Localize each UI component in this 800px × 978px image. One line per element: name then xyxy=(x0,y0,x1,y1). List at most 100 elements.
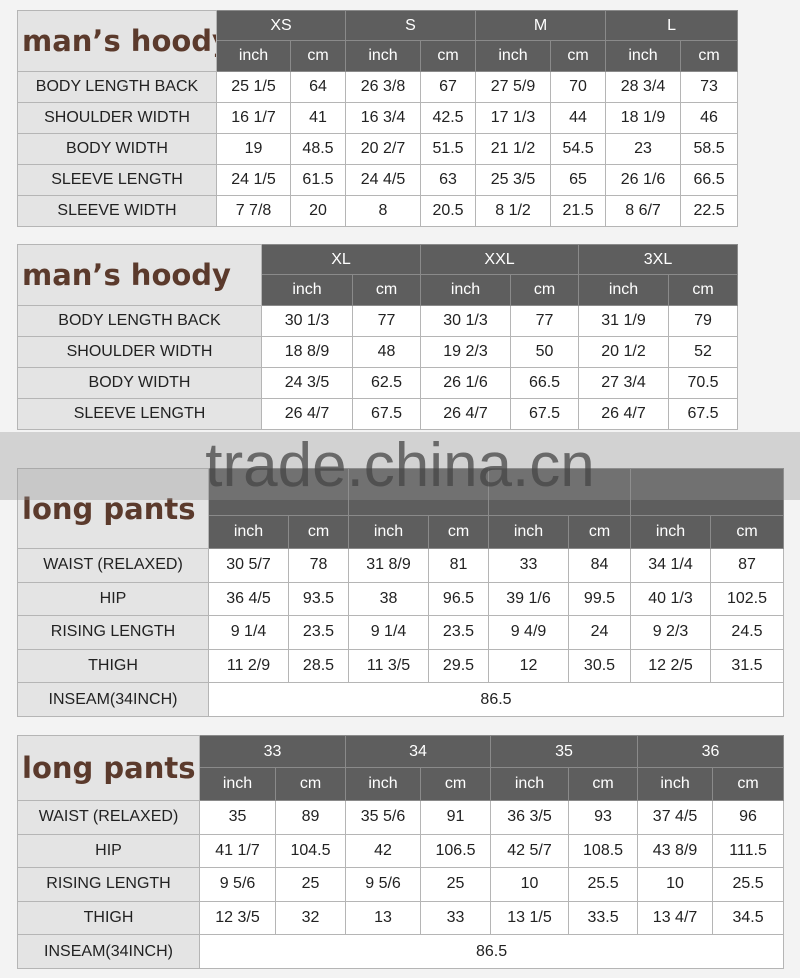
size-row: long pants 33 34 35 36 xyxy=(17,735,785,801)
cell: 13 4/7 xyxy=(637,900,714,936)
cell: 23.5 xyxy=(288,615,349,650)
cell: 106.5 xyxy=(420,833,492,869)
cell: 30 1/3 xyxy=(261,305,353,337)
cell: 18 1/9 xyxy=(605,102,682,134)
unit-header: inch xyxy=(637,767,714,801)
cell: 24 xyxy=(568,615,631,650)
cell: 8 xyxy=(345,195,421,227)
cell: 26 4/7 xyxy=(578,398,670,430)
cell: 40 1/3 xyxy=(630,581,711,617)
size-header: 33 xyxy=(198,735,347,768)
size-header: 3XL xyxy=(578,244,739,275)
cell: 23.5 xyxy=(428,615,489,650)
cell: 12 3/5 xyxy=(199,900,276,936)
cell: 8 6/7 xyxy=(605,195,682,227)
cell: 33 xyxy=(488,548,569,583)
cell: 41 1/7 xyxy=(199,833,276,869)
size-header: S xyxy=(344,10,477,41)
data-row: RISING LENGTH 9 1/4 23.5 9 1/4 23.5 9 4/9 24 9 … xyxy=(17,615,784,650)
cell: 67.5 xyxy=(510,398,580,430)
cell: 38 xyxy=(348,581,429,617)
unit-header: inch xyxy=(208,515,289,549)
cell: 20 2/7 xyxy=(345,133,421,165)
cell: 10 xyxy=(637,867,714,902)
size-header xyxy=(208,468,349,516)
cell: 26 3/8 xyxy=(345,71,421,103)
cell: 79 xyxy=(668,305,739,337)
unit-header: inch xyxy=(345,40,421,72)
cell: 8 1/2 xyxy=(475,195,552,227)
cell: 35 5/6 xyxy=(345,800,422,835)
cell: 13 1/5 xyxy=(490,900,570,936)
cell: 34.5 xyxy=(712,900,785,936)
unit-header: inch xyxy=(488,515,569,549)
cell: 108.5 xyxy=(568,833,639,869)
cell: 104.5 xyxy=(274,833,347,869)
cell: 9 5/6 xyxy=(199,867,276,902)
data-row: SHOULDER WIDTH 16 1/7 41 16 3/4 42.5 17 1/3 44… xyxy=(17,102,739,134)
data-row: INSEAM(34INCH) 86.5 xyxy=(17,934,785,969)
cell: 24 1/5 xyxy=(216,164,291,196)
cell: 42 5/7 xyxy=(490,833,570,869)
cell: 20 1/2 xyxy=(578,336,670,368)
row-label: THIGH xyxy=(17,648,209,684)
table-title: long pants xyxy=(17,468,209,549)
cell: 67.5 xyxy=(351,398,422,430)
cell: 93.5 xyxy=(288,581,349,617)
cell: 66.5 xyxy=(510,367,580,399)
cell: 77 xyxy=(510,305,580,337)
cell: 20.5 xyxy=(419,195,477,227)
row-label: RISING LENGTH xyxy=(17,867,200,902)
data-row: BODY WIDTH 24 3/5 62.5 26 1/6 66.5 27 3/4 70.5 xyxy=(17,367,739,399)
unit-header: inch xyxy=(420,274,512,306)
row-label: BODY LENGTH BACK xyxy=(17,71,217,103)
data-row: SLEEVE LENGTH 24 1/5 61.5 24 4/5 63 25 3/5 65 2… xyxy=(17,164,739,196)
unit-header: inch xyxy=(630,515,711,549)
cell: 66.5 xyxy=(680,164,739,196)
cell: 63 xyxy=(419,164,477,196)
unit-header: cm xyxy=(712,767,785,801)
size-table: long pants 33 34 35 36 inch cm inch cm inch cm inch… xyxy=(17,735,785,969)
row-label: HIP xyxy=(17,833,200,869)
cell: 37 4/5 xyxy=(637,800,714,835)
cell: 34 1/4 xyxy=(630,548,711,583)
row-label: SLEEVE LENGTH xyxy=(17,398,262,430)
cell: 27 3/4 xyxy=(578,367,670,399)
row-label: BODY WIDTH xyxy=(17,133,217,165)
data-row: THIGH 12 3/5 32 13 33 13 1/5 33.5 13 4/7 34.5 xyxy=(17,900,785,936)
cell: 48.5 xyxy=(290,133,346,165)
size-header: M xyxy=(475,10,607,41)
cell: 25.5 xyxy=(568,867,639,902)
cell: 26 4/7 xyxy=(420,398,512,430)
size-row: man’s hoody XS S M L xyxy=(17,10,739,72)
data-row: SLEEVE WIDTH 7 7/8 20 8 20.5 8 1/2 21.5 8 6/7 22… xyxy=(17,195,739,227)
cell: 96 xyxy=(712,800,785,835)
cell: 24.5 xyxy=(710,615,784,650)
unit-header: cm xyxy=(710,515,784,549)
data-row: WAIST (RELAXED) 30 5/7 78 31 8/9 81 33 84 34 1/… xyxy=(17,548,784,583)
cell: 9 1/4 xyxy=(208,615,289,650)
unit-row: inch cm inch cm inch cm inch cm xyxy=(18,767,785,801)
cell: 30 5/7 xyxy=(208,548,289,583)
cell: 48 xyxy=(351,336,422,368)
unit-header: cm xyxy=(550,40,607,72)
cell: 23 xyxy=(605,133,682,165)
cell: 111.5 xyxy=(712,833,785,869)
cell: 26 4/7 xyxy=(261,398,353,430)
data-row: RISING LENGTH 9 5/6 25 9 5/6 25 10 25.5 10 25.5 xyxy=(17,867,785,902)
cell: 41 xyxy=(290,102,346,134)
cell: 35 xyxy=(199,800,276,835)
watermark: trade.china.cn xyxy=(0,432,800,500)
cell: 19 2/3 xyxy=(420,336,512,368)
unit-header: inch xyxy=(345,767,422,801)
cell: 89 xyxy=(274,800,347,835)
size-header: 36 xyxy=(637,735,785,768)
cell: 25 3/5 xyxy=(475,164,552,196)
cell: 33 xyxy=(420,900,492,936)
cell: 9 4/9 xyxy=(488,615,569,650)
unit-row: inch cm inch cm inch cm inch cm xyxy=(18,40,739,72)
unit-header: cm xyxy=(510,274,580,306)
cell: 31 8/9 xyxy=(348,548,429,583)
cell: 64 xyxy=(290,71,346,103)
